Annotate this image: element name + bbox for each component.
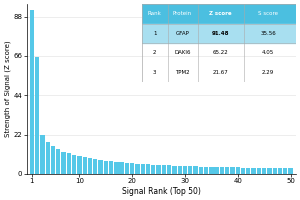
Bar: [220, 167, 224, 174]
Bar: [172, 166, 177, 174]
Bar: [162, 165, 166, 174]
Bar: [183, 166, 187, 174]
Bar: [72, 155, 76, 174]
Bar: [257, 168, 261, 174]
Bar: [56, 149, 60, 174]
Bar: [283, 168, 287, 174]
Bar: [61, 152, 66, 174]
Bar: [246, 168, 250, 174]
Bar: [251, 168, 256, 174]
Bar: [88, 158, 92, 174]
Bar: [214, 167, 219, 174]
Bar: [273, 168, 277, 174]
Bar: [67, 153, 71, 174]
Bar: [30, 10, 34, 174]
Bar: [35, 57, 39, 174]
Bar: [230, 167, 235, 174]
Bar: [199, 167, 203, 174]
Bar: [119, 162, 124, 174]
Bar: [51, 146, 55, 174]
Bar: [194, 166, 198, 174]
Y-axis label: Strength of Signal (Z score): Strength of Signal (Z score): [4, 41, 11, 137]
Bar: [125, 163, 129, 174]
Bar: [267, 168, 272, 174]
Bar: [46, 142, 50, 174]
Bar: [188, 166, 192, 174]
Bar: [225, 167, 230, 174]
Bar: [141, 164, 145, 174]
Bar: [241, 168, 245, 174]
Bar: [103, 161, 108, 174]
Bar: [146, 164, 150, 174]
Bar: [130, 163, 134, 174]
Bar: [135, 164, 140, 174]
Bar: [109, 161, 113, 174]
Bar: [151, 165, 155, 174]
Bar: [77, 156, 82, 174]
Bar: [288, 168, 293, 174]
Bar: [167, 165, 171, 174]
Bar: [262, 168, 266, 174]
Bar: [278, 168, 282, 174]
Bar: [178, 166, 182, 174]
Bar: [40, 135, 45, 174]
X-axis label: Signal Rank (Top 50): Signal Rank (Top 50): [122, 187, 201, 196]
Bar: [156, 165, 161, 174]
Bar: [236, 167, 240, 174]
Bar: [204, 167, 208, 174]
Bar: [93, 159, 98, 174]
Bar: [114, 162, 118, 174]
Bar: [82, 157, 87, 174]
Bar: [98, 160, 103, 174]
Bar: [209, 167, 214, 174]
